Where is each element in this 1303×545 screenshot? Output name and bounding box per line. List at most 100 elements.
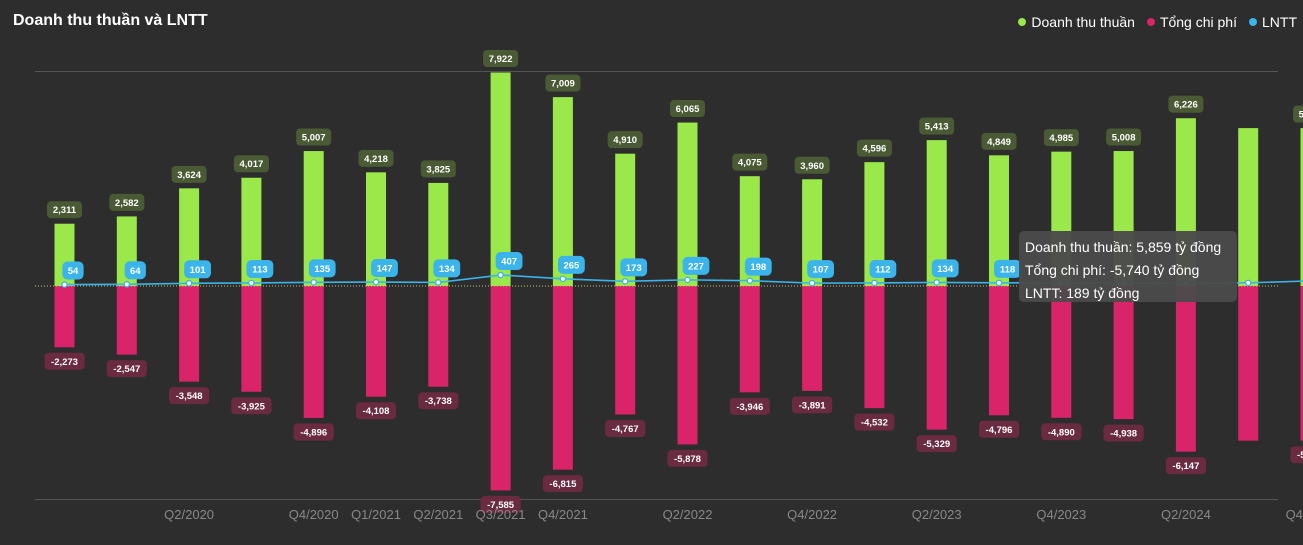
cost-bar [739, 286, 760, 393]
cost-data-label: -7,585 [480, 495, 521, 513]
chart-title: Doanh thu thuần và LNTT [13, 12, 208, 29]
x-tick-label: Q3/2021 [476, 507, 526, 522]
legend-dot-profit [1249, 18, 1257, 26]
cost-data-label-bg [293, 423, 334, 441]
cost-data-label: -5,878 [667, 449, 708, 467]
revenue-data-label-text: 5,008 [1112, 133, 1136, 144]
revenue-data-label-text: 4,218 [364, 154, 388, 165]
revenue-bar [366, 172, 386, 286]
cost-bar [802, 286, 823, 391]
cost-data-label: -4,890 [1041, 423, 1082, 441]
revenue-data-label-bg [296, 128, 332, 146]
chart-tooltip: Doanh thu thuần: 5,859 tỷ đồng Tổng chi … [1019, 231, 1237, 302]
cost-data-label-text: -2,547 [113, 364, 140, 375]
profit-data-label: 173 [620, 258, 648, 277]
revenue-data-label: 4,596 [856, 139, 892, 157]
revenue-bar [490, 72, 511, 286]
profit-data-label-text: 112 [875, 264, 890, 275]
tooltip-revenue: Doanh thu thuần: 5,859 tỷ đồng [1025, 239, 1222, 255]
cost-data-label-bg [480, 495, 521, 513]
revenue-bar [241, 177, 262, 286]
chart-legend: Doanh thu thuần Tổng chi phí LNTT [1018, 14, 1297, 30]
cost-data-label-text: -5,329 [923, 439, 950, 450]
profit-data-label-bg [124, 261, 146, 280]
revenue-data-label: 4,017 [233, 155, 269, 173]
cost-data-label: -4,767 [605, 419, 646, 437]
cost-bar [552, 286, 573, 470]
revenue-data-label-bg [1106, 128, 1142, 146]
legend-label-profit: LNTT [1262, 14, 1297, 30]
revenue-data-label-text: 5,007 [302, 133, 326, 144]
profit-point [185, 280, 193, 287]
cost-data-label: -3,891 [792, 396, 833, 414]
profit-data-label: 107 [807, 260, 834, 279]
legend-item-profit[interactable]: LNTT [1249, 14, 1297, 30]
legend-item-revenue[interactable]: Doanh thu thuần [1018, 14, 1135, 30]
revenue-data-label-bg [1293, 105, 1303, 123]
revenue-data-label: 6,065 [670, 100, 705, 118]
revenue-data-label-bg [1168, 95, 1204, 113]
revenue-data-label-text: 4,849 [987, 137, 1011, 148]
profit-point [746, 277, 754, 284]
revenue-data-label-text: 4,075 [738, 158, 762, 169]
cost-bar [1238, 286, 1259, 441]
cost-bar [989, 286, 1009, 416]
x-tick-label: Q2/2023 [912, 507, 962, 522]
revenue-data-label: 7,922 [483, 50, 519, 68]
revenue-bar [1238, 128, 1259, 286]
cost-data-label-text: -4,938 [1110, 429, 1137, 440]
cost-bar [428, 286, 449, 387]
cost-data-label: -6,147 [1165, 457, 1206, 475]
cost-data-label-bg [418, 392, 459, 410]
cost-data-label-bg [1165, 457, 1206, 475]
cost-data-label: -5,329 [916, 435, 957, 453]
profit-data-label-text: 134 [439, 264, 456, 275]
legend-item-cost[interactable]: Tổng chi phí [1146, 14, 1237, 30]
revenue-data-label-bg [732, 153, 768, 171]
profit-data-label: 135 [308, 259, 336, 278]
tooltip-cost: Tổng chi phí: -5,740 tỷ đồng [1025, 262, 1200, 278]
profit-point [123, 281, 131, 288]
cost-bar [864, 286, 885, 409]
revenue-data-label: 3,825 [420, 160, 456, 178]
profit-data-label-text: 198 [750, 262, 766, 273]
revenue-bar [1300, 128, 1303, 286]
x-tick-label: Q4/2021 [538, 507, 588, 522]
profit-data-label-bg [246, 259, 274, 278]
cost-bar [366, 286, 386, 397]
cost-data-label-bg [1041, 423, 1082, 441]
revenue-bar [864, 162, 885, 286]
cost-data-label-bg [854, 413, 895, 431]
revenue-data-label-bg [545, 74, 581, 92]
legend-dot-cost [1146, 18, 1155, 26]
cost-bar [615, 286, 636, 415]
x-tick-label: Q2/2022 [663, 507, 713, 522]
cost-data-label: -4,532 [854, 413, 895, 431]
cost-bar [677, 286, 698, 445]
cost-data-label: -3,925 [231, 397, 272, 415]
cost-data-label: -3,738 [418, 392, 459, 410]
revenue-data-label-bg [109, 193, 145, 211]
profit-data-label-text: 107 [813, 265, 829, 276]
revenue-data-label-text: 6,065 [676, 104, 700, 115]
profit-point [808, 279, 816, 287]
cost-bar [926, 286, 947, 430]
legend-dot-revenue [1018, 18, 1027, 26]
revenue-data-label-bg [856, 139, 892, 157]
cost-data-label-bg [169, 387, 210, 405]
revenue-data-label-bg [171, 165, 207, 183]
cost-bar [1175, 286, 1196, 452]
revenue-data-label-text: 4,017 [240, 159, 264, 170]
cost-data-label-bg [605, 419, 646, 437]
cost-data-label-bg [355, 402, 397, 420]
profit-data-label-bg [62, 261, 84, 280]
revenue-bar [552, 97, 573, 286]
cost-bar [1051, 286, 1072, 418]
revenue-data-label: 4,218 [358, 149, 394, 167]
revenue-data-label: 4,910 [607, 131, 643, 149]
profit-data-label-text: 265 [563, 260, 580, 271]
revenue-data-label-bg [483, 50, 519, 68]
profit-data-label-bg [994, 259, 1021, 278]
cost-bar [303, 286, 324, 418]
cost-data-label-text: -5,878 [674, 454, 701, 465]
